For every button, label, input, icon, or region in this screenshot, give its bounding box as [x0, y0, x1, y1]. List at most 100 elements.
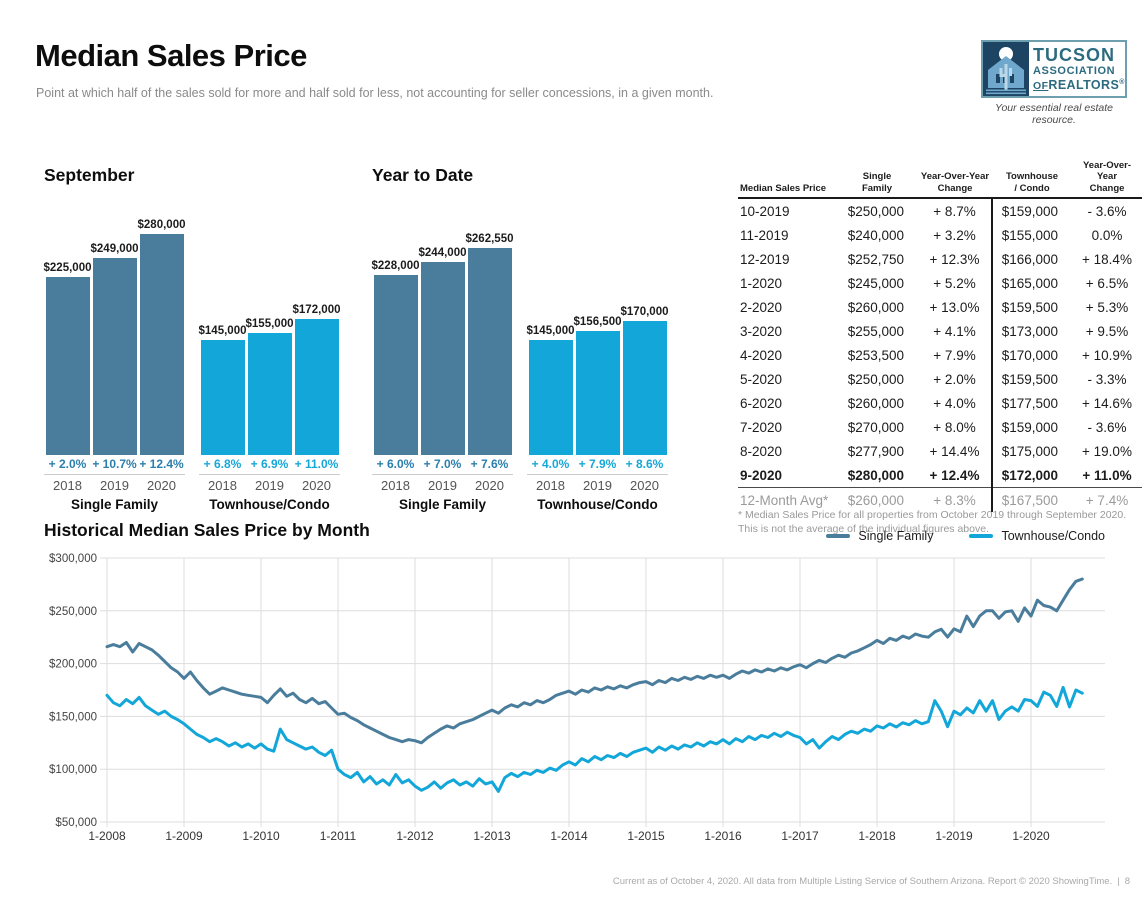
- x-axis-label: 1-2012: [396, 829, 434, 843]
- table-cell: $280,000: [847, 467, 904, 483]
- bar-single-family-2020: [467, 248, 512, 455]
- footer-text: Current as of October 4, 2020. All data …: [612, 876, 1113, 887]
- table-body: 10-2019 $250,000 + 8.7% $159,000 - 3.6% 11-20…: [738, 198, 1142, 513]
- table-cell: + 8.7%: [933, 203, 976, 219]
- x-axis-label: 1-2018: [858, 829, 896, 843]
- bar-year-label: 2019: [100, 478, 129, 493]
- bar-year-label: 2018: [208, 478, 237, 493]
- registered-mark: ®: [1119, 79, 1125, 87]
- x-axis-label: 1-2014: [550, 829, 588, 843]
- bar-value-label: $155,000: [245, 318, 294, 330]
- table-cell: + 14.4%: [929, 443, 980, 459]
- bars-townhouse-condo: $145,000 $156,500 $170,000: [527, 203, 668, 455]
- page-number: 8: [1124, 876, 1130, 887]
- bar-column-2018: $145,000: [527, 325, 574, 455]
- bar-townhouse-condo-2019: [247, 333, 292, 455]
- logo-tagline: Your essential real estate resource.: [995, 102, 1113, 126]
- bar-value-label: $228,000: [371, 260, 420, 272]
- bars-townhouse-condo: $145,000 $155,000 $172,000: [199, 203, 340, 455]
- logo-text: TUCSON ASSOCIATION OFREALTORS®: [1029, 42, 1125, 96]
- bar-column-2018: $228,000: [372, 260, 419, 455]
- logo-line-of-realtors: OFREALTORS®: [1033, 79, 1125, 92]
- table-cell: + 8.3%: [918, 487, 992, 513]
- bar-column-2020: $280,000: [138, 219, 185, 455]
- bar-group-single-family: $228,000 $244,000 $262,550 + 6.0% + 7.0% + 7.…: [372, 203, 514, 512]
- bar-change-label: + 7.9%: [578, 457, 617, 471]
- bar-townhouse-condo-2019: [575, 331, 620, 455]
- tucson-association-logo: TUCSON ASSOCIATION OFREALTORS®: [981, 40, 1127, 98]
- bar-year-label: 2020: [147, 478, 176, 493]
- table-row: 8-2020 $277,900 + 14.4% $175,000 + 19.0%: [738, 439, 1142, 464]
- bar-change-label: + 4.0%: [531, 457, 570, 471]
- table-cell: + 9.5%: [1085, 323, 1129, 339]
- section-title-september: September: [44, 165, 135, 185]
- section-title-year-to-date: Year to Date: [372, 165, 474, 185]
- table-cell: 7-2020: [740, 419, 783, 435]
- x-axis-label: 1-2017: [781, 829, 819, 843]
- legend-label: Single Family: [858, 529, 934, 543]
- percent-change-row: + 6.8% + 6.9% + 11.0%: [199, 455, 340, 474]
- bar-column-2020: $170,000: [621, 306, 668, 455]
- bar-value-label: $145,000: [198, 325, 247, 337]
- table-cell: $159,000: [991, 198, 1072, 224]
- table-row: 10-2019 $250,000 + 8.7% $159,000 - 3.6%: [738, 198, 1142, 224]
- table-cell: $166,000: [991, 247, 1072, 272]
- table-cell: $250,000: [847, 203, 904, 219]
- bar-year-label: 2020: [302, 478, 331, 493]
- table-cell: + 11.0%: [1082, 467, 1132, 483]
- table-row: 6-2020 $260,000 + 4.0% $177,500 + 14.6%: [738, 391, 1142, 416]
- table-cell: 12-2019: [740, 251, 790, 267]
- column-header: Median Sales Price: [738, 158, 836, 200]
- table-cell: - 3.3%: [1087, 371, 1127, 387]
- y-axis-label: $200,000: [49, 659, 97, 671]
- table-cell: + 7.4%: [1072, 487, 1142, 513]
- percent-change-row: + 6.0% + 7.0% + 7.6%: [372, 455, 513, 474]
- x-axis-label: 1-2015: [627, 829, 665, 843]
- table-cell: + 5.3%: [1085, 299, 1129, 315]
- table-cell: $159,500: [991, 367, 1072, 392]
- bar-townhouse-condo-2020: [294, 319, 339, 455]
- column-header: Townhouse / Condo: [992, 158, 1072, 200]
- bar-value-label: $262,550: [465, 233, 514, 245]
- legend-item-single-family: Single Family: [826, 529, 933, 543]
- section-september: September $225,000 $249,000 $280,000 + 2.0%…: [44, 165, 341, 512]
- year-label-row: 2018 2019 2020: [372, 474, 513, 493]
- x-axis-label: 1-2013: [473, 829, 511, 843]
- bar-year-label: 2019: [583, 478, 612, 493]
- bar-change-label: + 11.0%: [294, 457, 339, 471]
- median-sales-price-table: Median Sales Price Single Family Year-Over-…: [738, 158, 1142, 513]
- bar-change-label: + 7.6%: [470, 457, 509, 471]
- table-cell: + 14.6%: [1082, 395, 1132, 411]
- table-cell: $170,000: [991, 343, 1072, 368]
- year-label-row: 2018 2019 2020: [199, 474, 340, 493]
- table-cell: 8-2020: [740, 443, 783, 459]
- legend-item-townhouse-condo: Townhouse/Condo: [969, 529, 1105, 543]
- table-header-row: Median Sales Price Single Family Year-Over-…: [738, 158, 1142, 200]
- table-cell: $260,000: [836, 487, 918, 513]
- table-cell: $173,000: [991, 319, 1072, 344]
- logo-of: OF: [1033, 80, 1049, 93]
- table-row: 2-2020 $260,000 + 13.0% $159,500 + 5.3%: [738, 295, 1142, 320]
- bar-single-family-2019: [420, 262, 465, 455]
- table-cell: - 3.6%: [1087, 419, 1127, 435]
- x-axis-label: 1-2019: [935, 829, 973, 843]
- legend-swatch-townhouse-condo: [969, 534, 994, 538]
- table-cell: 6-2020: [740, 395, 783, 411]
- table-cell: 9-2020: [740, 467, 783, 483]
- bar-value-label: $172,000: [292, 304, 341, 316]
- series-line-townhouse-condo: [105, 685, 1084, 793]
- table-row: 12-Month Avg* $260,000 + 8.3% $167,500 + 7.4…: [738, 487, 1142, 513]
- bar-year-label: 2018: [536, 478, 565, 493]
- table-cell: + 7.9%: [933, 347, 976, 363]
- percent-change-row: + 2.0% + 10.7% + 12.4%: [44, 455, 185, 474]
- bar-single-family-2018: [45, 277, 90, 455]
- bar-change-label: + 10.7%: [92, 457, 137, 471]
- table-row: 12-2019 $252,750 + 12.3% $166,000 + 18.4%: [738, 247, 1142, 272]
- bar-value-label: $244,000: [418, 247, 467, 259]
- section-year-to-date: Year to Date $228,000 $244,000 $262,550 + 6…: [372, 165, 669, 512]
- table-cell: $159,000: [991, 415, 1072, 440]
- table-row: 11-2019 $240,000 + 3.2% $155,000 0.0%: [738, 223, 1142, 248]
- bar-group-single-family: $225,000 $249,000 $280,000 + 2.0% + 10.7% + 1…: [44, 203, 186, 512]
- table-cell: + 8.0%: [933, 419, 976, 435]
- table-row: 7-2020 $270,000 + 8.0% $159,000 - 3.6%: [738, 415, 1142, 440]
